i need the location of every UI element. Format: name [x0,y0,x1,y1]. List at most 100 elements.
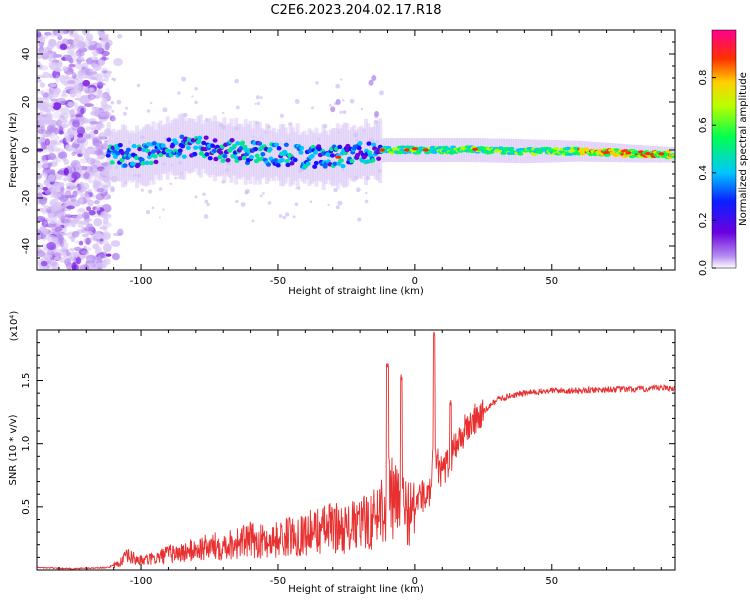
isolated-blob [330,106,336,113]
noise-blob [83,152,90,160]
band-blob [232,143,238,149]
noise-blob [39,49,48,55]
noise-blob [99,226,108,230]
speckle [259,96,263,100]
noise-blob [71,72,77,79]
noise-blob [57,211,68,220]
speckle [364,199,369,204]
band-halo [269,130,274,179]
band-blob [217,154,223,160]
speckle [357,217,362,222]
band-blob [240,140,246,145]
noise-blob [100,56,109,61]
noise-blob [65,135,72,144]
noise-blob [86,157,96,165]
noise-blob [98,132,108,140]
noise-blob [47,140,56,148]
colorbar-gradient [711,29,737,269]
band-blob [355,152,361,158]
band-blob [117,143,123,148]
noise-blob [72,251,80,257]
noise-blob [117,228,124,236]
band-blob [274,142,280,147]
noise-blob [62,157,67,162]
speckle [294,99,300,104]
noise-blob [79,264,90,270]
speckle [309,200,313,204]
noise-blob [37,136,47,145]
band-halo [184,120,189,172]
band-blob [312,164,318,169]
band-halo [295,123,300,190]
noise-blob [66,50,75,56]
colorbar-tick-label: 0.6 [698,117,709,133]
band-blob [237,156,243,161]
noise-blob [58,182,64,188]
noise-blob [40,90,46,96]
noise-blob [37,207,45,212]
noise-blob [93,232,103,240]
band-halo [326,134,331,180]
speckle [169,182,173,186]
isolated-blob [335,99,341,105]
noise-blob [76,208,86,214]
band-blob [109,160,115,165]
noise-blob [96,73,107,79]
noise-blob [103,104,113,111]
speckle [122,111,127,116]
noise-blob [46,114,53,123]
band-halo [116,130,121,181]
speckle [342,99,345,102]
noise-blob [52,102,62,111]
snr-x-tick-label: 0 [412,576,418,587]
band-blob [151,141,157,146]
speckle [194,86,198,91]
noise-blob [99,108,109,118]
noise-blob [41,143,48,151]
noise-blob [95,78,106,82]
band-blob [284,158,290,164]
noise-blob [58,125,64,133]
noise-blob [93,129,99,135]
speckle [339,110,343,114]
noise-blob [92,243,100,250]
noise-blob [93,42,103,51]
band-halo [165,116,170,180]
noise-blob [64,232,71,237]
noise-blob [60,81,69,86]
band-blob [376,156,382,161]
noise-blob [88,87,96,94]
noise-blob [62,66,69,72]
band-blob [158,152,164,158]
speckle [116,99,122,105]
noise-blob [111,252,120,261]
snr-x-tick-label: -50 [270,576,286,587]
speckle [111,77,114,81]
band-halo [302,130,307,184]
band-blob [283,142,289,147]
speckle [174,176,177,180]
noise-blob [75,257,82,265]
speckle [106,195,111,200]
speckle [202,192,206,196]
noise-blob [113,58,123,66]
speckle [335,83,341,89]
speckle [203,214,209,219]
noise-blob [68,63,76,68]
speckle [158,216,161,219]
speckle [162,208,165,211]
band-halo [347,130,352,179]
band-halo [371,126,376,176]
noise-blob [48,38,57,47]
noise-blob [74,97,84,101]
noise-blob [49,61,59,71]
noise-blob [61,91,67,97]
noise-blob [101,222,112,228]
noise-blob [97,149,103,156]
noise-blob [60,118,68,124]
noise-blob [117,34,123,39]
band-halo [340,124,345,187]
noise-blob [43,179,50,187]
snr-x-tick-label: 50 [545,576,558,587]
